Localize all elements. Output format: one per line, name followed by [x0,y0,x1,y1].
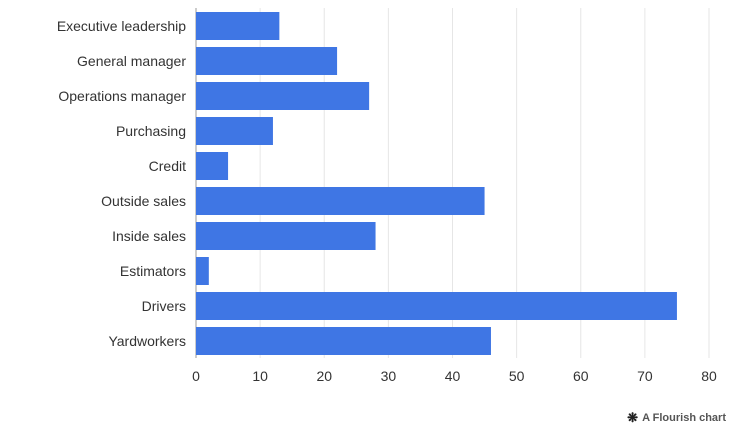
flourish-credit[interactable]: ❋ A Flourish chart [627,410,726,426]
x-tick-label: 70 [637,368,653,384]
bar-outside-sales[interactable] [196,187,485,215]
bar-executive-leadership[interactable] [196,12,280,40]
bar-operations-manager[interactable] [196,82,370,110]
category-label: Operations manager [58,88,186,104]
category-label: Inside sales [112,228,186,244]
category-label: Purchasing [116,123,186,139]
bar-general-manager[interactable] [196,47,338,75]
x-tick-label: 40 [445,368,461,384]
bar-estimators[interactable] [196,257,209,285]
bar-yardworkers[interactable] [196,327,491,355]
bars [196,12,677,355]
category-label: Credit [149,158,186,174]
bar-inside-sales[interactable] [196,222,376,250]
bar-credit[interactable] [196,152,229,180]
category-label: Executive leadership [57,18,186,34]
category-label: Outside sales [101,193,186,209]
bar-drivers[interactable] [196,292,677,320]
x-tick-label: 0 [192,368,200,384]
x-tick-label: 60 [573,368,589,384]
category-label: Yardworkers [108,333,186,349]
x-tick-label: 10 [252,368,268,384]
asterisk-icon: ❋ [627,410,639,425]
x-tick-labels: 0 10 20 30 40 50 60 70 80 [192,368,717,384]
credit-text: A Flourish chart [642,412,726,424]
category-label: General manager [77,53,186,69]
category-label: Drivers [142,298,186,314]
bar-purchasing[interactable] [196,117,273,145]
x-tick-label: 30 [381,368,397,384]
x-tick-label: 20 [316,368,332,384]
category-label: Estimators [120,263,186,279]
x-tick-label: 80 [701,368,717,384]
x-tick-label: 50 [509,368,525,384]
category-labels: Executive leadership General manager Opera… [57,18,187,349]
